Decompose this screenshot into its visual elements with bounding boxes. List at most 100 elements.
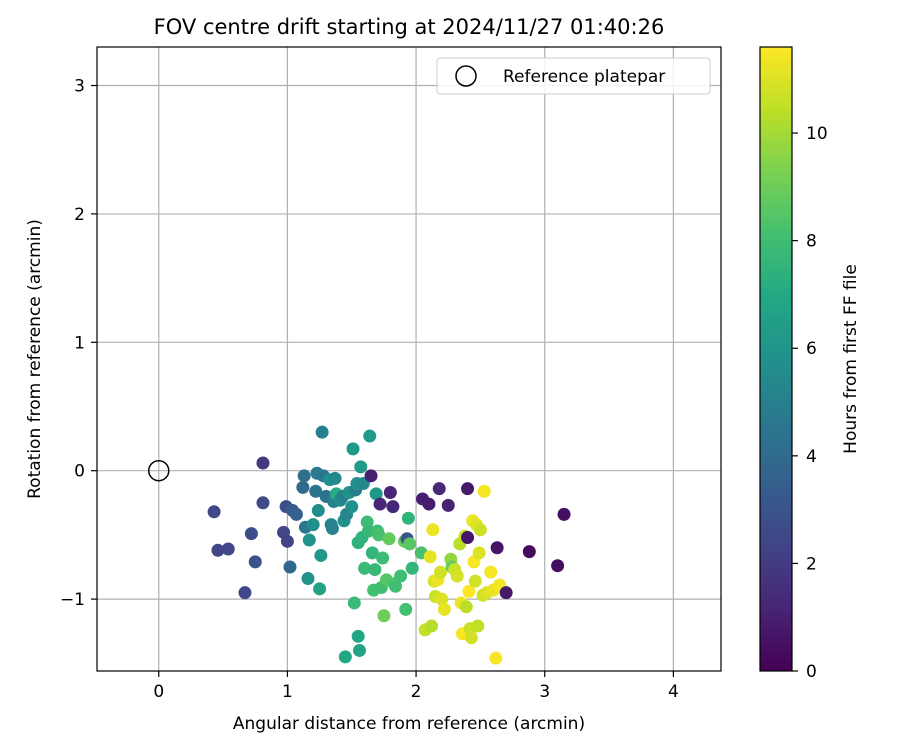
data-point: [459, 600, 473, 614]
y-tick-label: −1: [60, 590, 85, 610]
data-point: [256, 456, 270, 470]
data-point: [425, 619, 439, 633]
y-axis-ticks: −1 0 1 2 3: [60, 77, 97, 610]
data-point: [403, 537, 417, 551]
data-point: [484, 565, 498, 579]
data-point: [405, 561, 419, 575]
colorbar: 0 2 4 6 8 10 Hours from first FF file: [759, 46, 861, 682]
data-point: [361, 524, 375, 538]
x-tick-label: 0: [153, 682, 164, 702]
data-point: [345, 500, 359, 514]
data-point: [462, 584, 476, 598]
y-tick-label: 2: [74, 205, 85, 225]
data-point: [399, 602, 413, 616]
data-point: [328, 471, 342, 485]
data-point: [280, 534, 294, 548]
data-point: [471, 619, 485, 633]
data-point: [472, 546, 486, 560]
data-point: [306, 518, 320, 532]
data-point: [221, 542, 235, 556]
data-point: [557, 507, 571, 521]
data-point: [363, 429, 377, 443]
data-point: [522, 545, 536, 559]
data-point: [354, 460, 368, 474]
data-point: [394, 569, 408, 583]
data-point: [372, 528, 386, 542]
data-point: [490, 541, 504, 555]
data-point: [426, 523, 440, 537]
data-point: [352, 643, 366, 657]
colorbar-label: Hours from first FF file: [841, 264, 861, 454]
reference-platepar-marker: [148, 459, 170, 482]
data-point: [432, 482, 446, 496]
data-point: [248, 555, 262, 569]
data-point: [347, 596, 361, 610]
data-point: [477, 484, 491, 498]
data-point: [437, 602, 451, 616]
data-point: [301, 572, 315, 586]
data-point: [238, 586, 252, 600]
data-point: [315, 425, 329, 439]
data-point: [368, 563, 382, 577]
data-points: [207, 425, 571, 665]
data-point: [435, 592, 449, 606]
data-point: [283, 560, 297, 574]
data-point: [499, 586, 513, 600]
data-point: [365, 546, 379, 560]
data-point: [211, 543, 225, 557]
data-point: [450, 569, 464, 583]
data-point: [207, 505, 221, 519]
legend-open-circle-icon: [455, 65, 477, 87]
data-point: [423, 550, 437, 564]
data-point: [473, 523, 487, 537]
data-point: [461, 530, 475, 544]
x-tick-label: 2: [411, 682, 422, 702]
colorbar-ticks: 0 2 4 6 8 10: [792, 124, 828, 682]
x-tick-label: 4: [668, 682, 679, 702]
data-point: [338, 650, 352, 664]
data-point: [434, 565, 448, 579]
y-tick-label: 0: [74, 462, 85, 482]
data-point: [377, 609, 391, 623]
data-point: [464, 631, 478, 645]
colorbar-tick-label: 10: [806, 124, 828, 144]
data-point: [313, 582, 327, 596]
legend: Reference platepar: [436, 57, 711, 95]
data-point: [302, 533, 316, 547]
data-point: [351, 629, 365, 643]
data-point: [382, 532, 396, 546]
data-point: [346, 442, 360, 456]
colorbar-tick-label: 0: [806, 662, 817, 682]
data-point: [311, 504, 325, 518]
x-tick-label: 3: [539, 682, 550, 702]
data-point: [401, 511, 415, 525]
data-point: [422, 497, 436, 511]
data-point: [551, 559, 565, 573]
colorbar-tick-label: 8: [806, 232, 817, 252]
data-point: [364, 469, 378, 483]
data-point: [289, 507, 303, 521]
data-point: [314, 548, 328, 562]
data-point: [441, 498, 455, 512]
data-point: [376, 551, 390, 565]
data-point: [296, 480, 310, 494]
x-axis-ticks: 0 1 2 3 4: [153, 671, 679, 702]
data-point: [297, 469, 311, 483]
data-point: [468, 574, 482, 588]
plot-area: 0 1 2 3 4 −1 0 1 2 3 Reference platepar: [60, 46, 722, 702]
y-tick-label: 1: [74, 333, 85, 353]
colorbar-tick-label: 6: [806, 339, 817, 359]
data-point: [325, 521, 339, 535]
data-point: [383, 486, 397, 500]
plot-frame: [96, 46, 722, 672]
data-point: [386, 500, 400, 514]
data-point: [369, 487, 383, 501]
y-tick-label: 3: [74, 77, 85, 97]
plot-background: [97, 47, 721, 671]
colorbar-gradient: [759, 46, 793, 672]
data-point: [244, 527, 258, 541]
data-point: [388, 579, 402, 593]
data-point: [461, 482, 475, 496]
y-axis-label: Rotation from reference (arcmin): [25, 219, 45, 499]
